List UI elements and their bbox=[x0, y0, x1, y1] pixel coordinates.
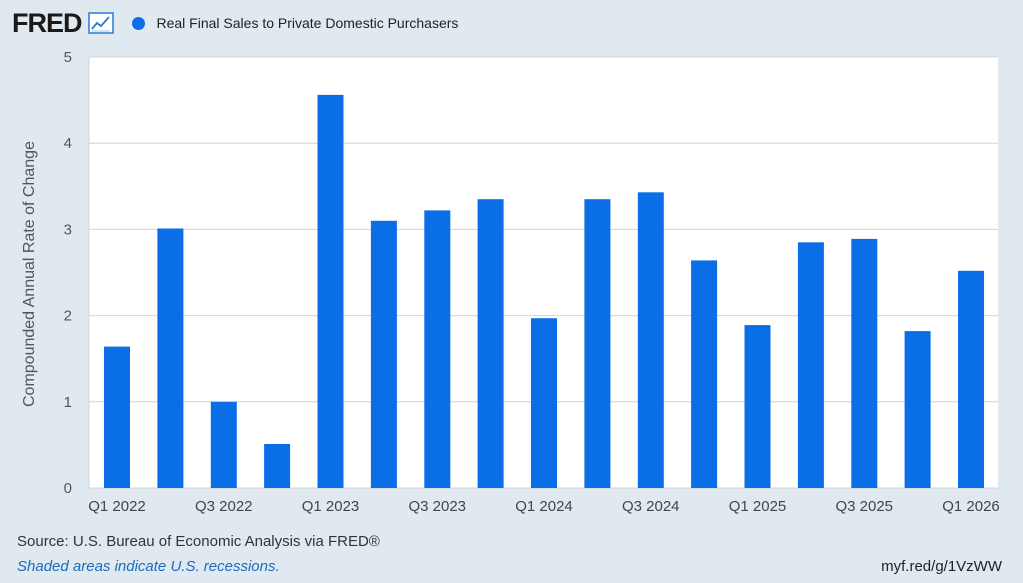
y-tick-label: 2 bbox=[64, 308, 72, 325]
recession-note: Shaded areas indicate U.S. recessions. bbox=[17, 558, 280, 575]
x-axis-ticks: Q1 2022 Q3 2022 Q1 2023 Q3 2023 Q1 2024 Q3 20… bbox=[88, 498, 1000, 515]
x-tick-label: Q1 2023 bbox=[302, 498, 360, 515]
y-tick-label: 1 bbox=[64, 394, 72, 411]
legend-label: Real Final Sales to Private Domestic Pur… bbox=[156, 15, 459, 31]
y-tick-label: 3 bbox=[64, 221, 72, 238]
y-tick-label: 5 bbox=[64, 49, 72, 66]
chart-header: FRED Real Final Sales to Private Domesti… bbox=[12, 6, 458, 40]
bar-q2-2023[interactable] bbox=[370, 220, 397, 489]
short-url-link[interactable]: myf.red/g/1VzWW bbox=[881, 558, 1002, 575]
bars bbox=[104, 94, 984, 489]
bar-q2-2022[interactable] bbox=[157, 228, 184, 489]
bar-q1-2025[interactable] bbox=[744, 325, 771, 488]
bar-q1-2022[interactable] bbox=[104, 346, 130, 488]
bar-q4-2022[interactable] bbox=[264, 444, 291, 488]
line-chart-icon bbox=[87, 12, 114, 34]
x-tick-label: Q1 2026 bbox=[942, 498, 1000, 515]
x-tick-label: Q1 2025 bbox=[729, 498, 787, 515]
bar-q3-2023[interactable] bbox=[424, 210, 451, 488]
x-tick-label: Q3 2022 bbox=[195, 498, 253, 515]
x-tick-label: Q3 2023 bbox=[408, 498, 466, 515]
fred-logo[interactable]: FRED bbox=[12, 7, 82, 38]
bar-q4-2024[interactable] bbox=[691, 260, 718, 488]
bar-q1-2023[interactable] bbox=[317, 94, 344, 489]
y-tick-label: 0 bbox=[64, 480, 72, 497]
x-tick-label: Q1 2024 bbox=[515, 498, 573, 515]
bar-q2-2025[interactable] bbox=[797, 242, 824, 488]
source-text: Source: U.S. Bureau of Economic Analysis… bbox=[17, 533, 380, 550]
bar-q1-2026[interactable] bbox=[958, 270, 984, 488]
bar-q3-2022[interactable] bbox=[210, 401, 237, 488]
bar-q4-2025[interactable] bbox=[904, 331, 931, 488]
bar-q3-2024[interactable] bbox=[637, 192, 664, 489]
bar-q1-2024[interactable] bbox=[531, 318, 557, 488]
x-tick-label: Q3 2025 bbox=[835, 498, 893, 515]
x-tick-label: Q3 2024 bbox=[622, 498, 680, 515]
bar-q2-2024[interactable] bbox=[584, 199, 611, 488]
legend-marker bbox=[131, 16, 145, 30]
bar-q4-2023[interactable] bbox=[477, 199, 504, 488]
y-axis-ticks: 0 1 2 3 4 5 bbox=[64, 49, 72, 497]
y-tick-label: 4 bbox=[64, 135, 72, 152]
bar-q3-2025[interactable] bbox=[851, 238, 878, 488]
gridlines bbox=[88, 56, 998, 489]
x-tick-label: Q1 2022 bbox=[88, 498, 146, 515]
